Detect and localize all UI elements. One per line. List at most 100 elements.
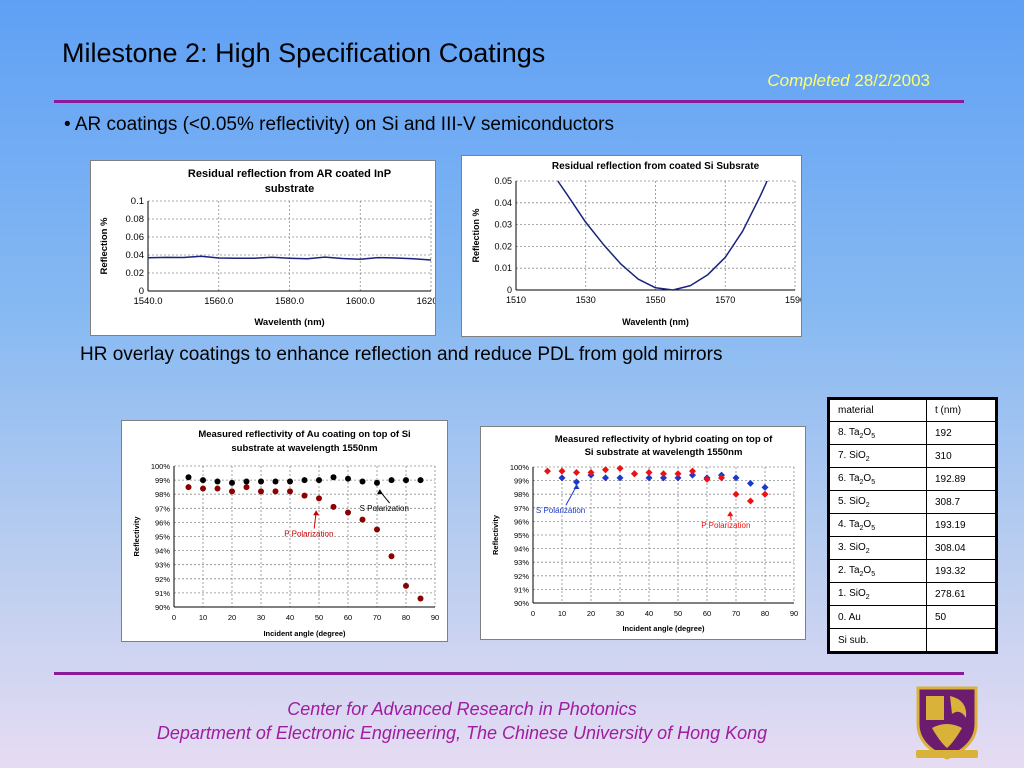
thickness-cell: 308.04 [926, 536, 996, 560]
data-point [631, 470, 638, 478]
data-point [674, 474, 682, 482]
chart-title: Si substrate at wavelength 1550nm [585, 447, 743, 458]
annotation-arrowhead [313, 510, 320, 516]
x-tick-label: 90 [790, 609, 798, 618]
chart-au-box: Measured reflectivity of Au coating on t… [121, 420, 448, 642]
annotation-arrowhead [573, 483, 580, 489]
data-point [359, 478, 366, 485]
x-axis-label: Wavelenth (nm) [254, 317, 324, 328]
data-point [374, 479, 380, 486]
x-tick-label: 1540.0 [133, 296, 162, 307]
y-tick-label: 0.03 [494, 220, 512, 230]
data-point [660, 474, 667, 482]
material-cell: 4. Ta2O5 [829, 513, 927, 537]
status-word: Completed [767, 71, 850, 90]
y-tick-label: 0.02 [494, 241, 512, 251]
x-tick-label: 1550 [645, 295, 665, 305]
data-point [272, 478, 279, 485]
data-point [689, 471, 696, 479]
x-tick-label: 1510 [506, 295, 526, 305]
thickness-cell [926, 628, 996, 652]
y-tick-label: 0.04 [126, 250, 145, 261]
material-cell: 7. SiO2 [829, 444, 927, 468]
chart-hybrid-reflectivity: Measured reflectivity of hybrid coating … [491, 434, 798, 633]
data-point [718, 474, 725, 482]
y-tick-label: 94% [514, 545, 529, 554]
table-row: 0. Au 50 [829, 605, 996, 629]
material-text: Si sub. [838, 634, 869, 646]
material-cell: Si sub. [829, 628, 927, 652]
table-row: 4. Ta2O5 193.19 [829, 513, 996, 537]
y-tick-label: 0.08 [126, 214, 145, 225]
y-tick-label: 90% [155, 603, 170, 612]
y-tick-label: 0.1 [131, 196, 144, 207]
data-point [258, 478, 264, 485]
x-tick-label: 0 [172, 613, 176, 622]
series-line [557, 180, 768, 291]
data-point [587, 468, 595, 476]
data-point [214, 478, 221, 485]
table-header-cell: material [829, 399, 927, 422]
x-tick-label: 60 [703, 609, 711, 618]
data-point [602, 474, 609, 482]
chart-title: Residual reflection from coated Si Subsr… [552, 161, 760, 172]
data-point [301, 492, 308, 499]
data-point [558, 467, 566, 475]
data-point [388, 477, 395, 484]
chart-si-box: Residual reflection from coated Si Subsr… [461, 155, 805, 337]
data-point [301, 477, 308, 484]
chart-title: Measured reflectivity of Au coating on t… [198, 429, 410, 440]
x-tick-label: 1600.0 [346, 296, 375, 307]
table-header-row: material t (nm) [829, 399, 996, 422]
data-point [316, 477, 322, 484]
table-row: 3. SiO2 308.04 [829, 536, 996, 560]
data-point [703, 475, 711, 483]
x-tick-label: 90 [431, 613, 439, 622]
subscript: 5 [871, 478, 876, 486]
data-point [403, 477, 409, 484]
y-tick-label: 99% [514, 477, 529, 486]
thickness-cell: 193.32 [926, 559, 996, 583]
y-tick-label: 92% [155, 575, 170, 584]
subscript: 2 [859, 432, 864, 440]
footer-center-name: Center for Advanced Research in Photonic… [287, 699, 637, 719]
y-tick-label: 0.06 [126, 232, 145, 243]
data-point [214, 485, 221, 492]
data-point [287, 478, 293, 485]
data-point [345, 509, 351, 516]
data-point [674, 470, 682, 478]
university-crest-logo [916, 686, 978, 760]
series-annotation: S Polarization [360, 504, 409, 513]
y-tick-label: 0 [139, 286, 144, 297]
x-axis-label: Wavelenth (nm) [622, 317, 689, 327]
data-point [229, 479, 235, 486]
material-text: O [863, 564, 872, 576]
y-axis-label: Reflection % [99, 217, 110, 275]
x-tick-label: 70 [373, 613, 381, 622]
y-axis-label: Reflectivity [132, 516, 141, 557]
material-text: O [863, 472, 872, 484]
thickness-cell: 278.61 [926, 582, 996, 606]
header-rule [54, 100, 964, 103]
material-text: O [863, 426, 872, 438]
material-text: 6. Ta [838, 472, 860, 484]
annotation-arrowhead [727, 511, 734, 517]
data-point [558, 474, 566, 482]
data-point [573, 468, 580, 476]
x-tick-label: 20 [587, 609, 595, 618]
data-point [243, 478, 250, 485]
y-axis-label: Reflection % [471, 208, 481, 262]
x-tick-label: 0 [531, 609, 535, 618]
series-line [147, 255, 432, 261]
subscript: 5 [871, 570, 876, 578]
bullet-ar-coatings: • AR coatings (<0.05% reflectivity) on S… [64, 114, 614, 135]
table-row: 6. Ta2O5 192.89 [829, 467, 996, 491]
subscript: 2 [865, 501, 870, 509]
table-header-cell: t (nm) [926, 399, 996, 422]
data-point [330, 503, 337, 510]
y-tick-label: 95% [514, 531, 529, 540]
subscript: 5 [871, 432, 876, 440]
x-tick-label: 10 [199, 613, 207, 622]
chart-title: substrate at wavelength 1550nm [231, 443, 377, 454]
y-tick-label: 100% [151, 462, 171, 471]
